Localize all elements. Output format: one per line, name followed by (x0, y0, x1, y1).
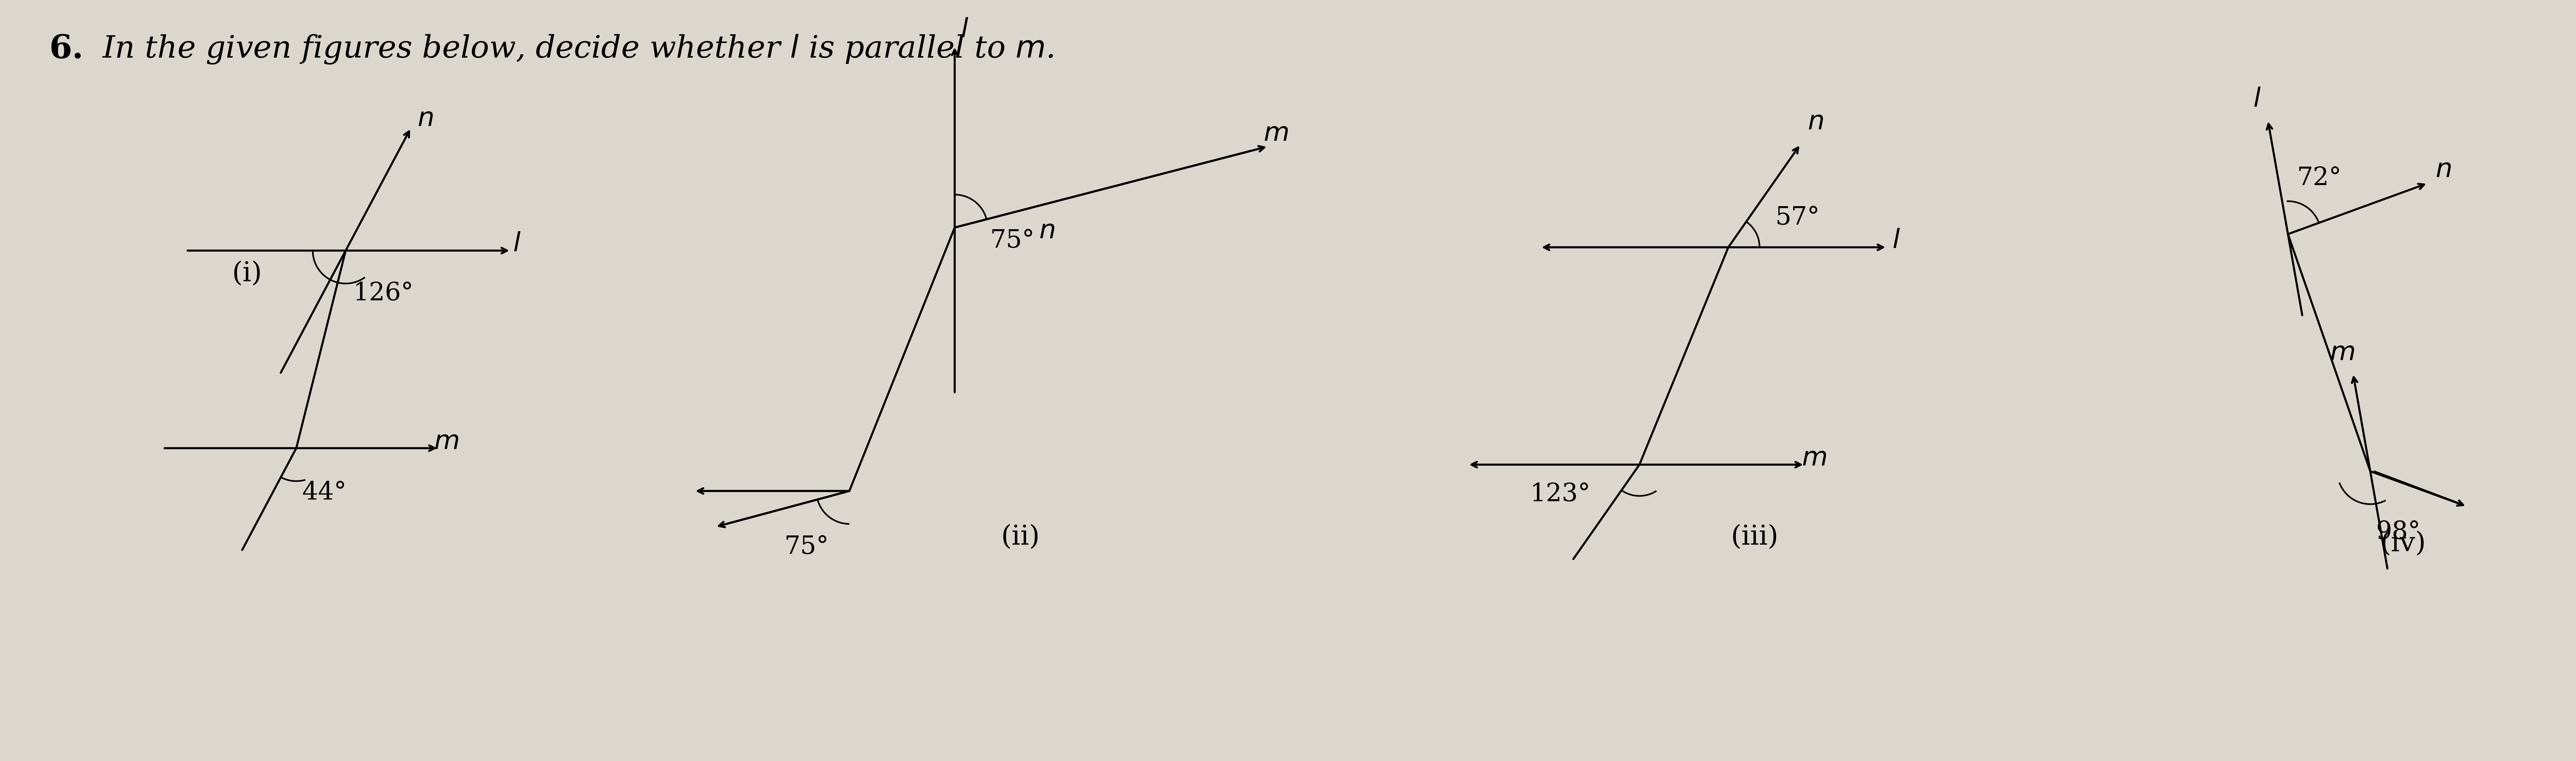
Text: 126°: 126° (353, 282, 415, 306)
Text: $m$: $m$ (1262, 121, 1288, 146)
Text: $l$: $l$ (961, 18, 969, 43)
Text: $n$: $n$ (417, 106, 433, 132)
Text: $l$: $l$ (2254, 87, 2262, 112)
Text: In the given figures below, decide whether $l$ is parallel to $m$.: In the given figures below, decide wheth… (103, 33, 1054, 65)
Text: 57°: 57° (1775, 205, 1819, 230)
Text: 75°: 75° (783, 535, 829, 559)
Text: 123°: 123° (1530, 482, 1592, 507)
Text: (iv): (iv) (2380, 530, 2427, 557)
Text: 6.: 6. (49, 33, 85, 65)
Text: 75°: 75° (989, 228, 1036, 253)
Text: $l$: $l$ (513, 231, 520, 256)
Text: $m$: $m$ (2329, 340, 2354, 365)
Text: $m$: $m$ (433, 429, 459, 454)
Text: (ii): (ii) (1002, 524, 1041, 550)
Text: (iii): (iii) (1731, 524, 1777, 550)
Text: $n$: $n$ (1038, 218, 1054, 244)
Text: (i): (i) (232, 260, 263, 287)
Text: $n$: $n$ (1808, 109, 1824, 135)
Text: 72°: 72° (2298, 166, 2342, 190)
Text: $l$: $l$ (1893, 228, 1901, 253)
Text: 44°: 44° (301, 480, 348, 505)
Text: $n$: $n$ (2434, 157, 2450, 183)
Text: 98°: 98° (2375, 520, 2421, 544)
Text: $m$: $m$ (1801, 445, 1826, 471)
